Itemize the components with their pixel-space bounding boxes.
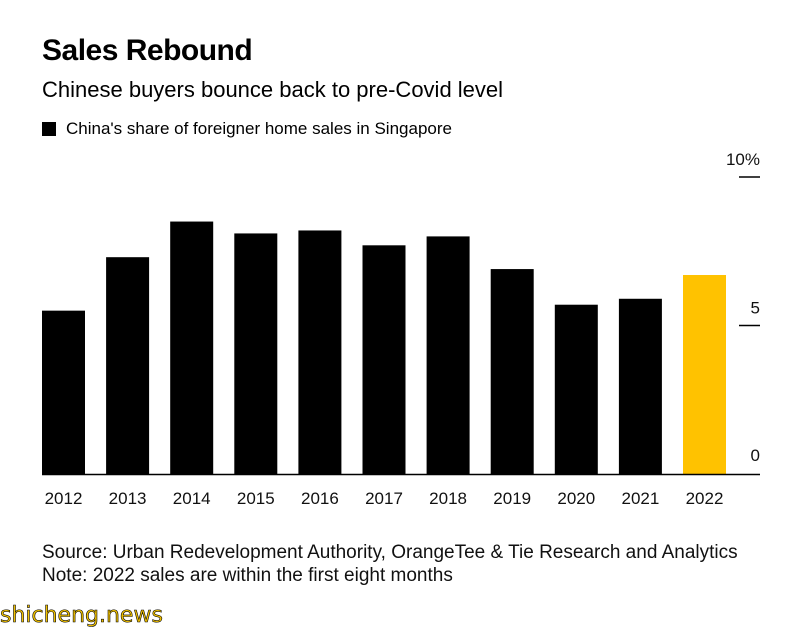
chart-title: Sales Rebound <box>42 34 253 67</box>
bar-2020 <box>554 304 598 474</box>
bar-2021 <box>618 298 662 474</box>
y-tick-label: 5 <box>751 299 760 318</box>
bar-2012 <box>42 310 85 474</box>
x-tick-label: 2014 <box>173 489 211 508</box>
bar-2022 <box>683 275 726 474</box>
x-tick-label: 2016 <box>301 489 339 508</box>
legend-swatch <box>42 122 56 136</box>
x-tick-label: 2018 <box>429 489 467 508</box>
x-tick-label: 2017 <box>365 489 403 508</box>
bar-2018 <box>426 236 470 474</box>
bar-2014 <box>170 221 214 474</box>
bar-2015 <box>234 233 278 474</box>
legend-label: China's share of foreigner home sales in… <box>66 119 452 138</box>
chart-subtitle: Chinese buyers bounce back to pre-Covid … <box>42 77 504 102</box>
x-tick-label: 2019 <box>493 489 531 508</box>
y-tick-label: 0 <box>751 446 760 465</box>
x-tick-label: 2021 <box>621 489 659 508</box>
watermark: shicheng.news <box>0 603 163 629</box>
bar-2019 <box>490 269 534 474</box>
bar-2016 <box>298 230 342 474</box>
bar-2013 <box>106 257 150 474</box>
x-tick-label: 2015 <box>237 489 275 508</box>
legend: China's share of foreigner home sales in… <box>42 119 452 139</box>
bar-2017 <box>362 245 406 474</box>
y-tick-label: 10% <box>726 150 760 169</box>
x-tick-label: 2020 <box>557 489 595 508</box>
note-text: Note: 2022 sales are within the first ei… <box>42 565 453 586</box>
x-tick-label: 2022 <box>686 489 724 508</box>
source-text: Source: Urban Redevelopment Authority, O… <box>42 542 738 563</box>
x-tick-label: 2012 <box>45 489 83 508</box>
x-tick-label: 2013 <box>109 489 147 508</box>
chart-footer: Source: Urban Redevelopment Authority, O… <box>42 541 762 587</box>
